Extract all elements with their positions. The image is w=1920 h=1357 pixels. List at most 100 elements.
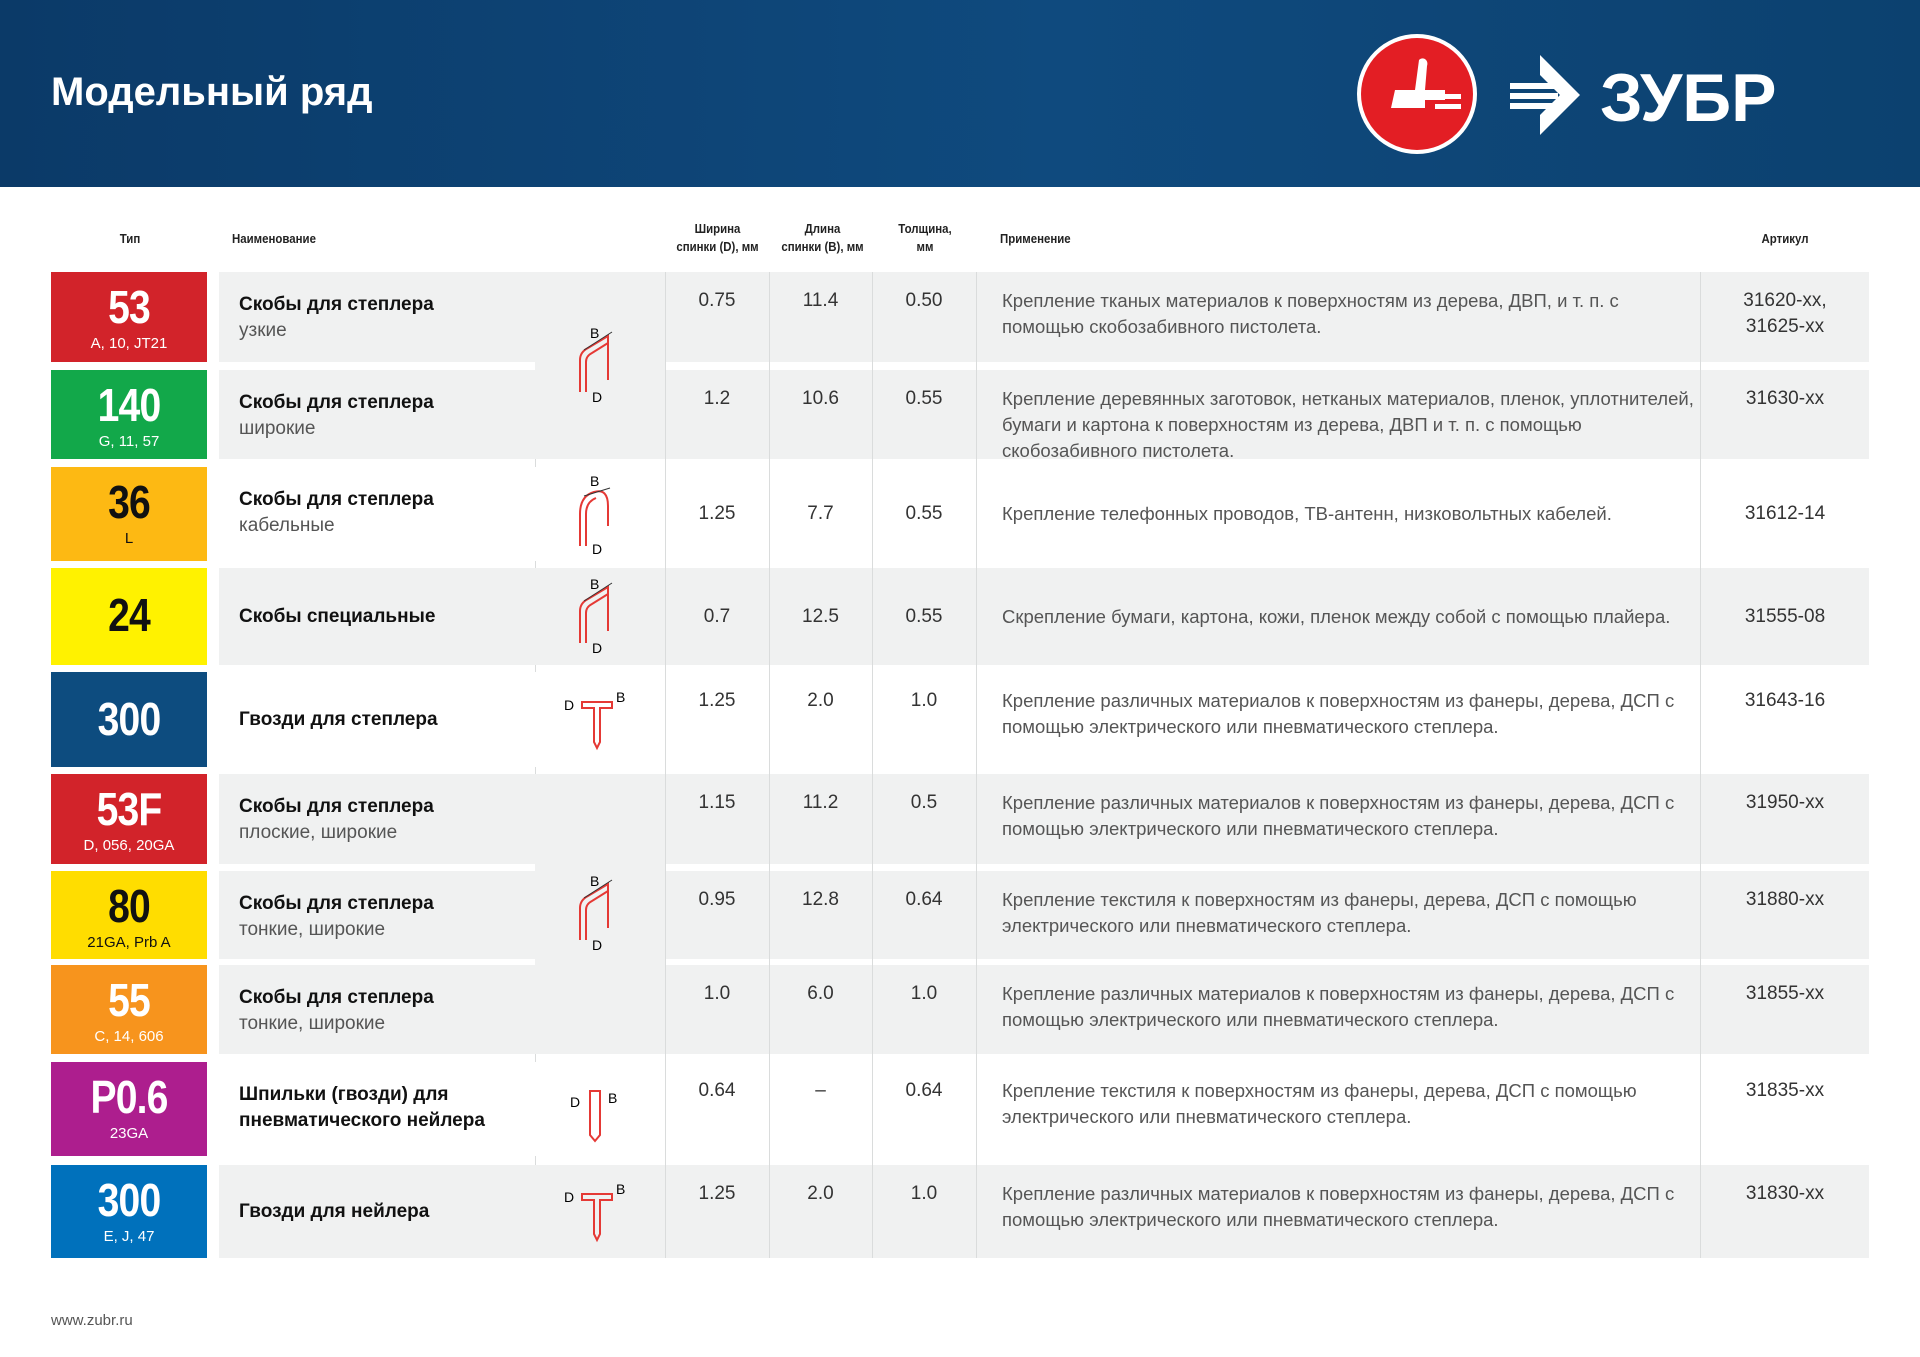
product-name: Гвозди для нейлера <box>239 1200 430 1222</box>
application-text: Крепление различных материалов к поверхн… <box>1002 792 1675 839</box>
table-row <box>219 774 1869 864</box>
thickness: 0.64 <box>905 889 943 910</box>
product-name: Скобы для степлера плоские, широкие <box>239 796 434 843</box>
back-width: 1.25 <box>698 690 736 711</box>
product-name: Гвозди для степлера <box>239 708 438 730</box>
back-width: 0.95 <box>698 889 736 910</box>
svg-text:B: B <box>590 577 599 592</box>
col-header-name: Наименование <box>232 231 316 246</box>
article-number: 31643-16 <box>1744 690 1826 711</box>
back-length: 7.7 <box>807 503 834 524</box>
product-name: Скобы специальные <box>239 605 436 627</box>
svg-text:D: D <box>592 389 602 405</box>
application-text: Крепление телефонных проводов, ТВ-антенн… <box>1002 503 1612 524</box>
type-badge: 80 21GA, Prb A <box>51 871 207 959</box>
col-header-application: Применение <box>1000 231 1071 246</box>
type-badge: 300 E, J, 47 <box>51 1165 207 1258</box>
svg-text:ЗУБР: ЗУБР <box>1600 60 1777 135</box>
flat-staple-diagram-icon: BD <box>579 874 613 953</box>
column-divider <box>1700 272 1701 1258</box>
product-name: Скобы для степлера широкие <box>239 392 434 439</box>
cable-staple-diagram-icon: BD <box>579 474 611 554</box>
back-width: 1.0 <box>703 983 731 1004</box>
application-text: Крепление тканых материалов к поверхност… <box>1002 290 1619 337</box>
thickness: 0.50 <box>905 290 943 311</box>
back-width: 1.25 <box>698 503 736 524</box>
type-badge: 53F D, 056, 20GA <box>51 774 207 864</box>
svg-text:D: D <box>592 541 602 554</box>
article-number: 31835-xx <box>1745 1080 1825 1101</box>
thickness: 1.0 <box>910 690 938 711</box>
svg-text:B: B <box>608 1090 617 1106</box>
best-brand-seal-logo <box>1357 34 1477 154</box>
back-length: 2.0 <box>807 690 834 711</box>
svg-text:D: D <box>570 1094 580 1110</box>
thickness: 0.5 <box>910 792 938 813</box>
svg-text:D: D <box>564 1189 574 1205</box>
col-header-width: Ширина спинки (D), мм <box>676 221 759 254</box>
type-badge: 24 <box>51 568 207 665</box>
back-width: 0.7 <box>703 605 731 627</box>
back-length: 11.2 <box>802 792 839 813</box>
application-text: Крепление текстиля к поверхностям из фан… <box>1002 889 1637 936</box>
column-divider <box>872 272 873 1258</box>
application-text: Крепление текстиля к поверхностям из фан… <box>1002 1080 1637 1127</box>
product-name: Скобы для степлера тонкие, широкие <box>239 987 434 1034</box>
back-length: 10.6 <box>802 388 839 409</box>
col-header-length: Длина спинки (B), мм <box>781 221 864 254</box>
svg-text:D: D <box>592 640 602 656</box>
column-divider <box>769 272 770 1258</box>
thickness: 0.55 <box>905 388 943 409</box>
svg-text:D: D <box>564 697 574 713</box>
product-name: Скобы для степлера тонкие, широкие <box>239 893 434 940</box>
article-number: 31880-xx <box>1745 889 1825 910</box>
product-name: Шпильки (гвозди) для пневматического ней… <box>239 1084 485 1131</box>
back-width: 1.25 <box>698 1183 736 1204</box>
table-row <box>219 568 1869 665</box>
svg-text:B: B <box>590 474 599 489</box>
application-text: Крепление различных материалов к поверхн… <box>1002 983 1675 1030</box>
website-url[interactable]: www.zubr.ru <box>51 1312 133 1329</box>
thickness: 1.0 <box>910 1183 938 1204</box>
application-text: Крепление различных материалов к поверхн… <box>1002 690 1675 737</box>
type-badge: 53 A, 10, JT21 <box>51 272 207 362</box>
svg-text:B: B <box>616 689 625 705</box>
zubr-brand-logo: ЗУБР <box>1510 55 1777 135</box>
column-divider <box>665 272 666 1258</box>
article-number: 31855-xx <box>1745 983 1825 1004</box>
table-row <box>219 370 1869 459</box>
thickness: 1.0 <box>910 983 938 1004</box>
article-number: 31830-xx <box>1745 1183 1825 1204</box>
back-length: 2.0 <box>807 1183 834 1204</box>
application-text: Крепление деревянных заготовок, нетканых… <box>1002 388 1694 461</box>
back-length: 11.4 <box>802 290 839 311</box>
back-length: 12.8 <box>802 889 839 910</box>
svg-text:B: B <box>590 874 599 889</box>
back-width: 0.64 <box>698 1080 736 1101</box>
type-badge: 55 C, 14, 606 <box>51 965 207 1054</box>
back-width: 1.15 <box>698 792 736 813</box>
type-badge: 300 <box>51 672 207 767</box>
col-header-article: Артикул <box>1761 231 1809 246</box>
thickness: 0.55 <box>905 605 943 627</box>
svg-text:B: B <box>590 326 599 341</box>
column-divider <box>976 272 977 1258</box>
table-row <box>219 272 1869 362</box>
thickness: 0.64 <box>905 1080 943 1101</box>
type-badge: P0.6 23GA <box>51 1062 207 1156</box>
thickness: 0.55 <box>905 503 943 524</box>
col-header-type: Тип <box>119 231 141 246</box>
table-row <box>219 1165 1869 1258</box>
article-number: 31555-08 <box>1744 605 1826 627</box>
application-text: Крепление различных материалов к поверхн… <box>1002 1183 1675 1230</box>
article-number: 31950-xx <box>1745 792 1825 813</box>
article-number: 31620-xx, 31625-xx <box>1743 290 1827 337</box>
